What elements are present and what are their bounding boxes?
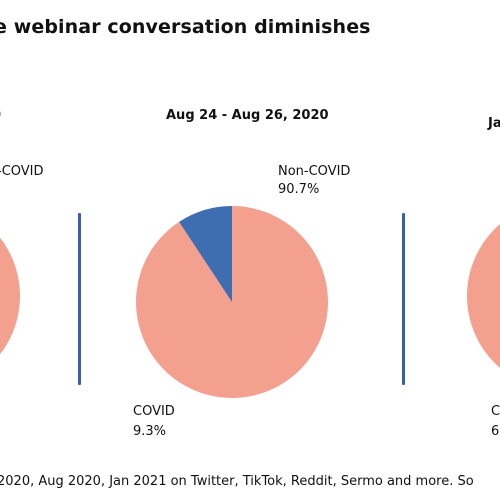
right-pie-noncovid-slice bbox=[467, 201, 500, 391]
left-pie-noncovid-slice bbox=[0, 201, 20, 391]
footer-source-note: 2020, Aug 2020, Jan 2021 on Twitter, Tik… bbox=[0, 474, 474, 489]
center-pie bbox=[136, 206, 328, 398]
